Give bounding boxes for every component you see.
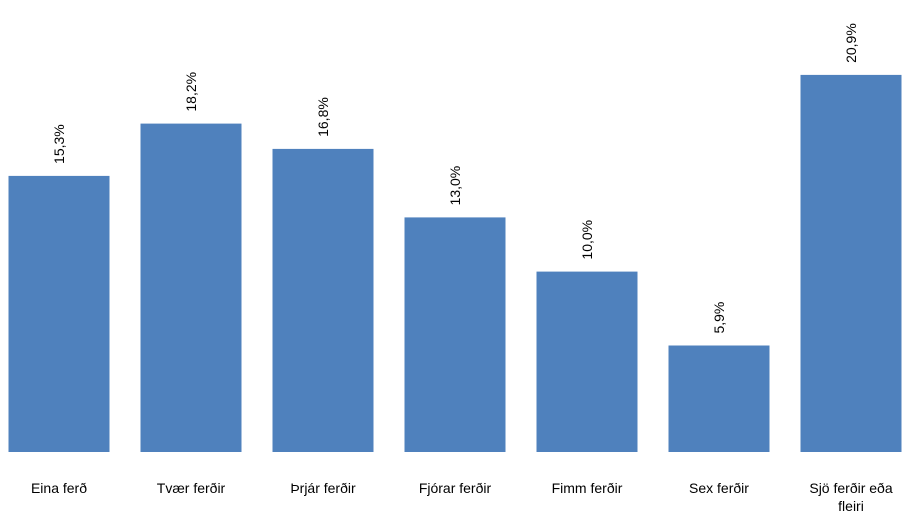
data-label-5: 10,0% [579, 220, 595, 260]
bars-group [8, 74, 902, 453]
category-label-5: Fimm ferðir [552, 480, 623, 496]
bar-1 [8, 175, 110, 452]
bar-7 [800, 74, 902, 453]
data-labels-group: 15,3% 18,2% 16,8% 13,0% 10,0% 5,9% 20,9% [51, 23, 859, 333]
data-label-7: 20,9% [843, 23, 859, 63]
data-label-2: 18,2% [183, 72, 199, 112]
category-label-4: Fjórar ferðir [419, 480, 492, 496]
bar-4 [404, 217, 506, 452]
bar-3 [272, 148, 374, 452]
data-label-1: 15,3% [51, 124, 67, 164]
category-label-6: Sex ferðir [689, 480, 749, 496]
category-label-7: Sjö ferðir eða fleiri [809, 480, 892, 514]
bar-5 [536, 271, 638, 452]
data-label-6: 5,9% [711, 302, 727, 334]
data-label-4: 13,0% [447, 166, 463, 206]
category-labels-group: Eina ferð Tvær ferðir Þrjár ferðir Fjórar f… [31, 480, 893, 514]
data-label-3: 16,8% [315, 97, 331, 137]
bar-6 [668, 345, 770, 452]
category-label-1: Eina ferð [31, 480, 87, 496]
category-label-3: Þrjár ferðir [290, 480, 356, 496]
category-label-2: Tvær ferðir [157, 480, 226, 496]
bar-2 [140, 123, 242, 452]
